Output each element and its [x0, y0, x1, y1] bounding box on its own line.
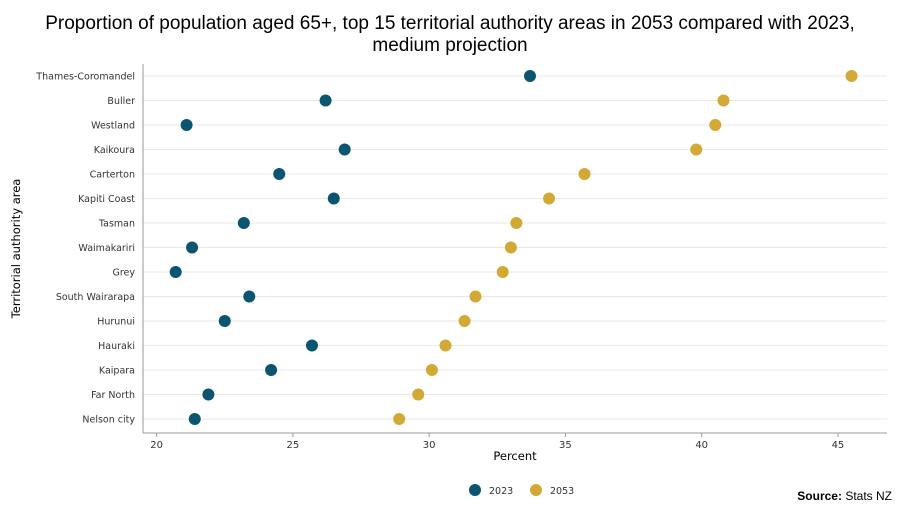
point-2023 [338, 143, 351, 156]
category-label: Buller [107, 96, 135, 107]
x-tick-label: 40 [695, 440, 708, 451]
point-2053 [504, 241, 517, 254]
point-2053 [578, 168, 591, 180]
gridlines [143, 75, 887, 420]
point-2053 [469, 290, 482, 303]
point-2023 [265, 364, 278, 376]
category-label: Westland [91, 121, 135, 132]
point-2023 [218, 315, 231, 327]
point-2023 [180, 119, 193, 131]
point-2023 [243, 290, 256, 303]
legend-label: 2023 [489, 486, 513, 497]
point-2023 [169, 266, 182, 278]
category-label: Nelson city [82, 415, 135, 426]
point-2053 [439, 339, 452, 352]
title-line: medium projection [372, 35, 527, 56]
point-2053 [690, 143, 703, 156]
category-label: South Wairarapa [56, 292, 135, 303]
category-label: Thames-Coromandel [35, 72, 135, 83]
point-2023 [188, 413, 201, 425]
x-tick-labels: 20 25 30 35 40 45 [150, 433, 844, 451]
x-axis-title: Percent [493, 449, 537, 463]
point-2023 [327, 192, 340, 205]
point-2023 [305, 339, 318, 352]
point-2023 [202, 388, 215, 401]
legend-label: 2053 [550, 486, 574, 497]
y-axis-title: Territorial authority area [9, 179, 23, 320]
point-2023 [523, 70, 536, 82]
category-label: Far North [91, 390, 135, 401]
x-tick-label: 35 [559, 440, 572, 451]
title-line: Proportion of population aged 65+, top 1… [45, 13, 855, 34]
source-label: Source: [797, 489, 842, 503]
axes [142, 64, 887, 434]
point-2053 [845, 70, 858, 82]
category-label: Kapiti Coast [78, 194, 135, 205]
point-2053 [412, 388, 425, 401]
point-2053 [543, 192, 556, 205]
source-text: Stats NZ [845, 489, 892, 503]
category-label: Hauraki [98, 341, 135, 352]
category-labels: Thames-Coromandel Buller Westland Kaikoura C… [35, 72, 135, 426]
point-2053 [425, 364, 438, 376]
point-2023 [237, 217, 250, 229]
legend-marker [469, 484, 481, 496]
legend-marker [530, 484, 542, 496]
data-points [169, 70, 858, 425]
category-label: Tasman [98, 219, 135, 230]
point-2053 [510, 217, 523, 229]
category-label: Kaipara [99, 366, 135, 377]
x-tick-label: 20 [150, 440, 163, 451]
point-2023 [273, 168, 286, 180]
point-2053 [709, 119, 722, 131]
category-label: Waimakariri [78, 243, 135, 254]
legend: 2023 2053 [469, 484, 574, 497]
category-label: Kaikoura [94, 145, 135, 156]
category-label: Carterton [90, 170, 135, 181]
x-tick-label: 45 [832, 440, 845, 451]
point-2053 [458, 315, 471, 327]
chart-title: Proportion of population aged 65+, top 1… [45, 13, 855, 56]
point-2023 [186, 241, 199, 254]
point-2053 [717, 94, 730, 107]
x-tick-label: 25 [287, 440, 300, 451]
source-note: Source: Stats NZ [797, 489, 892, 503]
point-2053 [496, 266, 509, 278]
point-2023 [319, 94, 332, 107]
category-label: Hurunui [97, 317, 135, 328]
x-tick-label: 30 [423, 440, 436, 451]
category-label: Grey [112, 268, 135, 279]
point-2053 [393, 413, 406, 425]
